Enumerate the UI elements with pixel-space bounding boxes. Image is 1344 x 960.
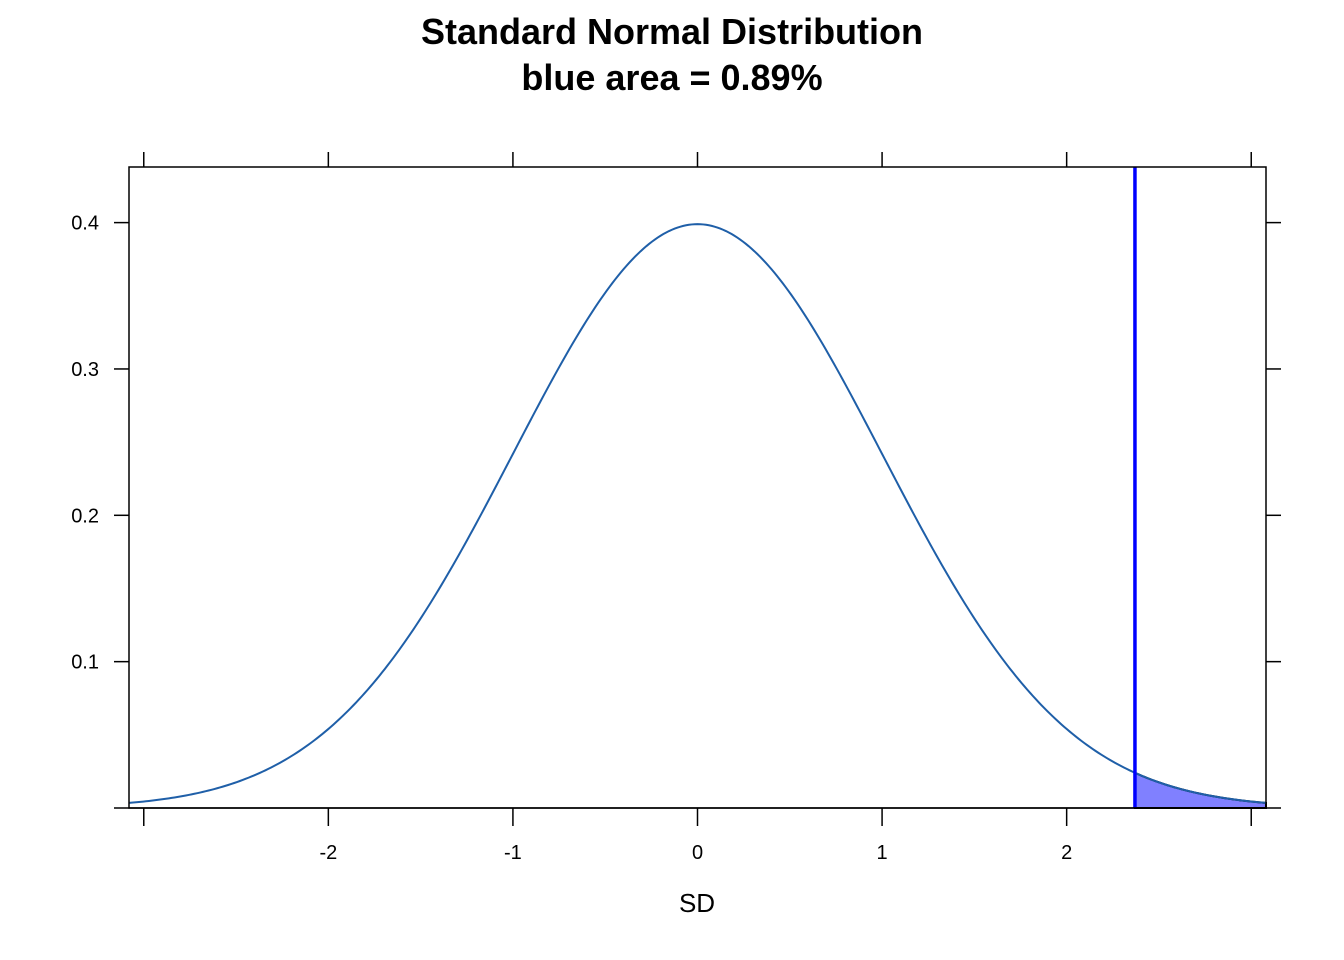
chart-subtitle: blue area = 0.89%: [521, 57, 822, 98]
x-tick-label: -1: [504, 842, 522, 864]
x-tick-label: 1: [877, 842, 888, 864]
chart-title: Standard Normal Distribution: [421, 11, 923, 52]
shaded-tail-area: [1133, 771, 1267, 809]
density-curve: [128, 223, 1267, 804]
y-tick-label: 0.2: [71, 505, 99, 527]
x-tick-label: 0: [692, 842, 703, 864]
y-tick-label: 0.3: [71, 359, 99, 381]
axis-ticks: -2 -1 0 1 2 0.1 0.2 0.3 0.4: [71, 152, 1281, 864]
x-tick-label: -2: [319, 842, 337, 864]
plot-area: [128, 166, 1267, 809]
y-tick-label: 0.1: [71, 652, 99, 674]
plot-frame: [128, 166, 1267, 809]
x-tick-label: 2: [1061, 842, 1072, 864]
x-axis-label: SD: [679, 888, 715, 918]
y-tick-label: 0.4: [71, 213, 99, 235]
